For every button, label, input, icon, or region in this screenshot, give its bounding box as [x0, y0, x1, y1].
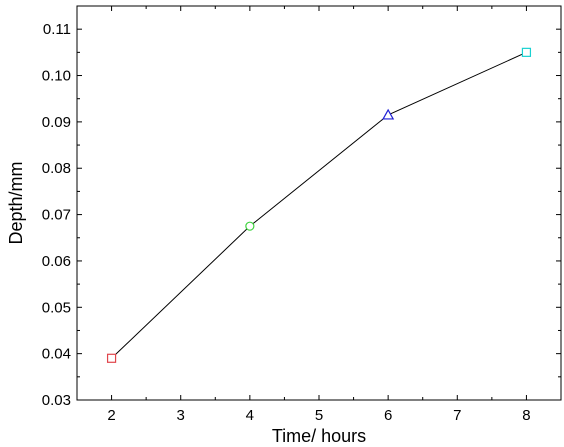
y-tick-label: 0.10: [42, 68, 71, 85]
data-point-circle-marker: [245, 221, 255, 231]
y-tick-label: 0.04: [42, 346, 71, 363]
y-tick-label: 0.09: [42, 114, 71, 131]
series-line: [111, 51, 527, 359]
plot-frame: [76, 5, 562, 401]
y-tick-label: 0.06: [42, 253, 71, 270]
data-series: [106, 47, 532, 363]
x-tick-label: 3: [177, 407, 185, 424]
x-tick-label: 2: [107, 407, 115, 424]
x-axis-title: Time/ hours: [272, 426, 366, 446]
y-axis-title: Depth/mm: [6, 161, 26, 244]
data-point-square-marker: [106, 353, 117, 363]
y-tick-label: 0.05: [42, 299, 71, 316]
y-tick-label: 0.03: [42, 392, 71, 409]
y-axis: 0.03 0.04 0.05 0.06 0.07 0.08 0.09 0.10 0.11: [42, 21, 561, 409]
y-tick-label: 0.08: [42, 160, 71, 177]
x-tick-label: 7: [453, 407, 461, 424]
y-tick-label: 0.11: [43, 21, 71, 38]
y-tick-label: 0.07: [42, 207, 71, 224]
x-tick-label: 4: [246, 407, 254, 424]
x-tick-label: 8: [522, 407, 530, 424]
data-point-triangle-marker: [382, 108, 395, 120]
x-tick-label: 6: [384, 407, 392, 424]
data-point-square-marker: [521, 47, 532, 57]
x-tick-label: 5: [315, 407, 323, 424]
x-axis: 2 3 4 5 6 7 8: [76, 6, 562, 424]
